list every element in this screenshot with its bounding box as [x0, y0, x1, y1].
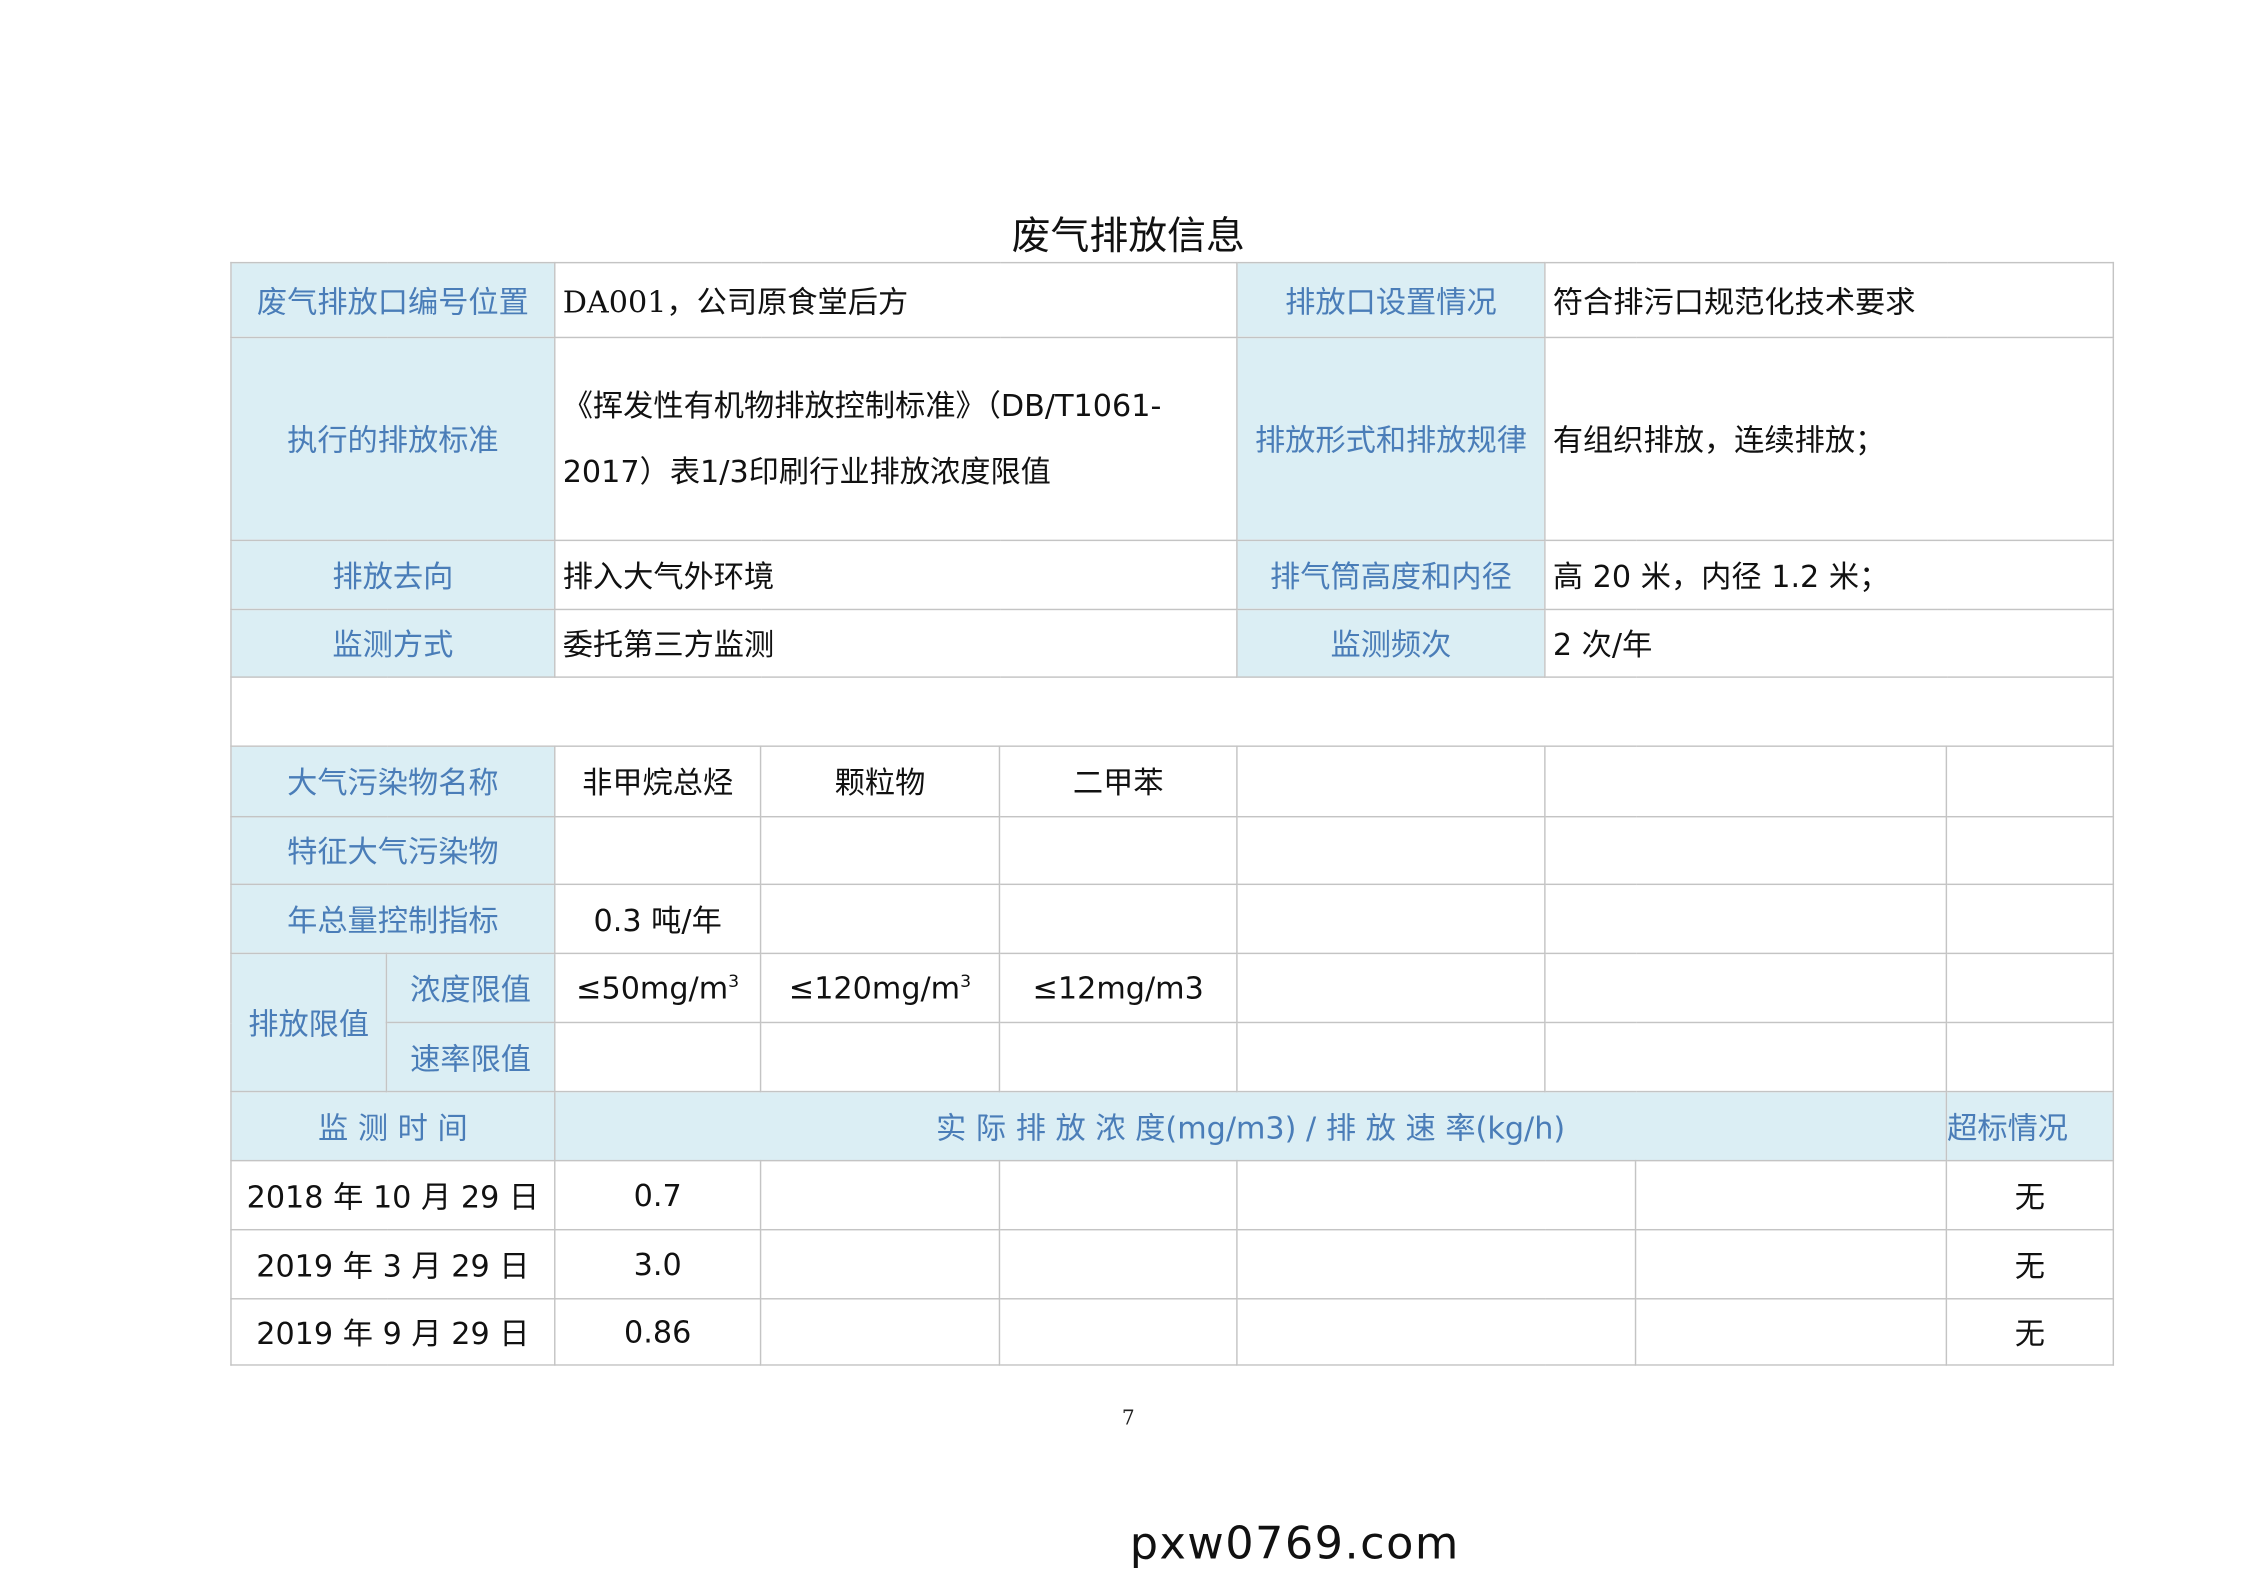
setup-label: 排放口设置情况: [1236, 261, 1546, 339]
monitor-value: 3.0: [554, 1228, 762, 1300]
exceed-value: 无: [1945, 1159, 2115, 1231]
annual-value: 0.3 吨/年: [554, 883, 762, 955]
form-value: 有组织排放，连续排放；: [1544, 336, 2115, 542]
direction-value: 排入大气外环境: [554, 539, 1238, 611]
table-row: 监测方式 委托第三方监测 监测频次 2 次/年: [230, 608, 2115, 678]
table-row: 大气污染物名称 非甲烷总烃 颗粒物 二甲苯: [230, 745, 2115, 818]
pollutant-name: 非甲烷总烃: [554, 745, 762, 818]
standard-label: 执行的排放标准: [230, 336, 556, 542]
table-row: 年总量控制指标 0.3 吨/年: [230, 883, 2115, 955]
pollutant-name: 颗粒物: [759, 745, 1001, 818]
exceed-value: 无: [1945, 1298, 2115, 1366]
conc-label: 浓度限值: [385, 952, 556, 1024]
limit-label: 排放限值: [230, 952, 388, 1093]
table-header-row: 监 测 时 间 实 际 排 放 浓 度(mg/m3) / 排 放 速 率(kg/…: [230, 1090, 2115, 1162]
method-label: 监测方式: [230, 608, 556, 678]
emission-table: 废气排放口编号位置 DA001，公司原食堂后方 排放口设置情况 符合排污口规范化…: [230, 261, 2115, 1366]
table-row: 排放限值 浓度限值 ≤50mg/m3 ≤120mg/m3 ≤12mg/m3: [230, 952, 2115, 1093]
table-row: 特征大气污染物: [230, 815, 2115, 886]
monitor-date: 2018 年 10 月 29 日: [230, 1159, 556, 1231]
stack-value: 高 20 米，内径 1.2 米；: [1544, 539, 2115, 611]
standard-value: 《挥发性有机物排放控制标准》（DB/T1061-2017）表1/3印刷行业排放浓…: [554, 336, 1238, 542]
exceed-value: 无: [1945, 1228, 2115, 1300]
freq-value: 2 次/年: [1544, 608, 2115, 678]
stack-label: 排气筒高度和内径: [1236, 539, 1546, 611]
outlet-value: DA001，公司原食堂后方: [554, 261, 1238, 339]
direction-label: 排放去向: [230, 539, 556, 611]
page-number: 7: [1121, 1407, 1135, 1431]
table-row: 2019 年 9 月 29 日 0.86 无: [230, 1298, 2115, 1366]
annual-label: 年总量控制指标: [230, 883, 556, 955]
setup-value: 符合排污口规范化技术要求: [1544, 261, 2115, 339]
pollutant-name: 二甲苯: [998, 745, 1238, 818]
monitor-date: 2019 年 9 月 29 日: [230, 1298, 556, 1366]
exceed-label: 超标情况: [1945, 1090, 2115, 1162]
table-row: 速率限值: [231, 1021, 2115, 1093]
rate-label: 速率限值: [385, 1021, 556, 1093]
monitor-value: 0.86: [554, 1298, 762, 1366]
outlet-label: 废气排放口编号位置: [230, 261, 556, 339]
blank-row: [230, 676, 2115, 747]
page-title: 废气排放信息: [1011, 214, 1245, 260]
table-row: 排放去向 排入大气外环境 排气筒高度和内径 高 20 米，内径 1.2 米；: [230, 539, 2115, 611]
monitor-date: 2019 年 3 月 29 日: [230, 1228, 556, 1300]
time-label: 监 测 时 间: [230, 1090, 556, 1162]
table-row: 2019 年 3 月 29 日 3.0 无: [230, 1228, 2115, 1300]
method-value: 委托第三方监测: [554, 608, 1238, 678]
conc-limit: ≤12mg/m3: [998, 952, 1238, 1024]
table-row: 执行的排放标准 《挥发性有机物排放控制标准》（DB/T1061-2017）表1/…: [230, 336, 2115, 542]
table-row: 废气排放口编号位置 DA001，公司原食堂后方 排放口设置情况 符合排污口规范化…: [230, 261, 2115, 339]
watermark: pxw0769.com: [1129, 1518, 1460, 1571]
monitor-value: 0.7: [554, 1159, 762, 1231]
pollutant-name-label: 大气污染物名称: [230, 745, 556, 818]
feature-pollutant-label: 特征大气污染物: [230, 815, 556, 886]
actual-label: 实 际 排 放 浓 度(mg/m3) / 排 放 速 率(kg/h): [554, 1090, 1948, 1162]
conc-limit: ≤50mg/m3: [554, 952, 762, 1024]
form-label: 排放形式和排放规律: [1236, 336, 1546, 542]
conc-limit: ≤120mg/m3: [759, 952, 1001, 1024]
table-row: 2018 年 10 月 29 日 0.7 无: [230, 1159, 2115, 1231]
freq-label: 监测频次: [1236, 608, 1546, 678]
